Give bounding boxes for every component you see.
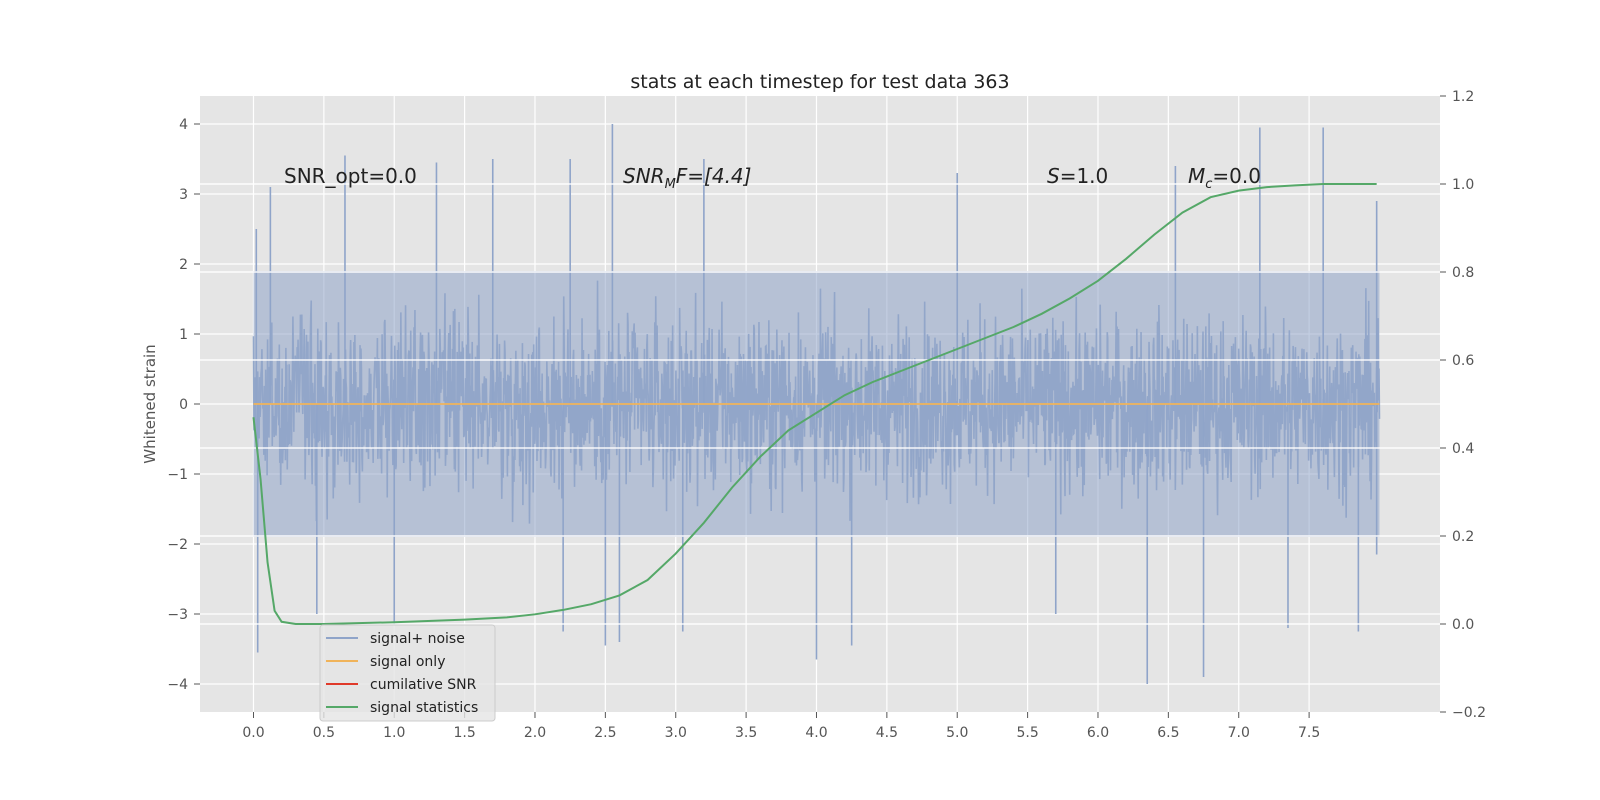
x-tick-label: 2.5 — [594, 725, 616, 741]
annotation-snr-opt: SNR_opt=0.0 — [284, 164, 417, 188]
y2-tick-label: 0.6 — [1452, 353, 1474, 369]
x-tick-label: 7.0 — [1228, 725, 1250, 741]
y2-tick-label: 0.8 — [1452, 265, 1474, 281]
legend-box — [319, 624, 496, 722]
y-tick-label: −3 — [167, 607, 188, 623]
y-tick-label: 3 — [179, 187, 188, 203]
y2-tick-label: 1.0 — [1452, 177, 1474, 193]
annotation-snr-mf-sub: M — [665, 177, 676, 192]
x-tick-label: 5.0 — [946, 725, 968, 741]
y2-tick-label: 1.2 — [1452, 89, 1474, 105]
signal-statistics-line — [252, 183, 1377, 625]
y-axis-right: 1.2 1.0 0.8 0.6 0.4 0.2 0.0 −0.2 — [1440, 89, 1486, 721]
y2-tick-label: 0.2 — [1452, 529, 1474, 545]
y-tick-label: 4 — [179, 117, 188, 133]
annotation-mc-value: =0.0 — [1212, 164, 1261, 188]
secondary-grid — [200, 183, 1440, 625]
annotation-snr-mf: SNRMF=[4.4] — [623, 164, 751, 192]
series-signal-statistics — [252, 183, 1377, 625]
y-tick-label: −1 — [167, 467, 188, 483]
y-tick-label: 1 — [179, 327, 188, 343]
x-axis: 0.0 0.5 1.0 1.5 2.0 2.5 3.0 3.5 4.0 4.5 5.0 5.5 6.0 6… — [242, 712, 1320, 741]
x-tick-label: 5.5 — [1016, 725, 1038, 741]
y-tick-label: −4 — [167, 677, 188, 693]
legend-label-signal-statistics: signal statistics — [370, 700, 478, 716]
y-axis-label: Whitened strain — [141, 344, 159, 463]
annotation-s-value: =1.0 — [1060, 164, 1109, 188]
x-tick-label: 3.0 — [665, 725, 687, 741]
annotation-s-symbol: S — [1047, 164, 1060, 188]
x-tick-label: 6.5 — [1157, 725, 1179, 741]
annotation-mc: Mc=0.0 — [1188, 164, 1261, 192]
x-tick-label: 0.0 — [242, 725, 264, 741]
annotation-mc-sub: c — [1205, 177, 1212, 192]
x-tick-label: 7.5 — [1298, 725, 1320, 741]
x-tick-label: 1.0 — [383, 725, 405, 741]
legend: signal+ noise signal only cumilative SNR… — [319, 624, 496, 722]
legend-label-signal-noise: signal+ noise — [370, 631, 465, 647]
y-tick-label: 2 — [179, 257, 188, 273]
legend-label-signal-only: signal only — [370, 654, 445, 670]
x-tick-label: 3.5 — [735, 725, 757, 741]
annotation-snr-mf-rest: F=[4.4] — [676, 164, 752, 188]
y-tick-label: 0 — [179, 397, 188, 413]
y2-tick-label: 0.0 — [1452, 617, 1474, 633]
chart-title: stats at each timestep for test data 363 — [630, 71, 1009, 93]
y-tick-label: −2 — [167, 537, 188, 553]
x-tick-label: 4.0 — [805, 725, 827, 741]
y-axis-left: 4 3 2 1 0 −1 −2 −3 −4 — [167, 117, 200, 693]
x-tick-label: 6.0 — [1087, 725, 1109, 741]
y2-tick-label: −0.2 — [1452, 705, 1486, 721]
x-tick-label: 2.0 — [524, 725, 546, 741]
x-tick-label: 1.5 — [453, 725, 475, 741]
annotation-mc-symbol: M — [1188, 164, 1205, 188]
annotation-s: S=1.0 — [1047, 164, 1108, 188]
x-tick-label: 0.5 — [313, 725, 335, 741]
legend-label-cumulative-snr: cumilative SNR — [370, 677, 477, 693]
y2-tick-label: 0.4 — [1452, 441, 1474, 457]
annotation-snr-mf-main: SNR — [623, 164, 665, 188]
x-tick-label: 4.5 — [876, 725, 898, 741]
